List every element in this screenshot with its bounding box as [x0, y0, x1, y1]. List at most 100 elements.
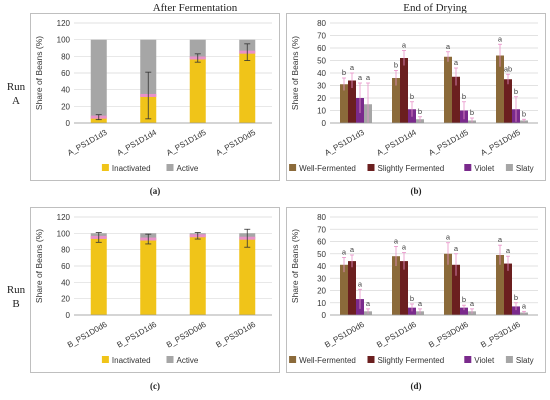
bar-slightly-fermented	[504, 263, 512, 315]
legend-label: Slightly Fermented	[378, 356, 445, 365]
significance-letter: a	[350, 245, 355, 254]
y-tick-label: 0	[322, 119, 327, 128]
significance-letter: a	[446, 42, 451, 51]
significance-letter: b	[410, 294, 414, 303]
legend-swatch	[166, 356, 174, 363]
significance-letter: a	[366, 299, 371, 308]
y-tick-label: 120	[57, 19, 71, 28]
run-a-word: Run	[6, 81, 26, 93]
significance-letter: a	[418, 299, 423, 308]
run-a-label: Run A	[4, 80, 28, 108]
y-tick-label: 80	[317, 213, 326, 222]
bar-active	[90, 39, 107, 118]
header-after-fermentation: After Fermentation	[152, 2, 238, 14]
significance-letter: a	[342, 247, 347, 256]
significance-letter: a	[498, 34, 503, 43]
significance-letter: a	[402, 243, 407, 252]
y-tick-label: 60	[61, 262, 70, 271]
bar-active	[140, 39, 157, 96]
significance-letter: b	[522, 109, 526, 118]
significance-letter: a	[522, 301, 527, 310]
legend-label: Active	[177, 356, 199, 365]
significance-letter: a	[366, 73, 371, 82]
y-axis-label: Share of Beans (%)	[34, 229, 44, 303]
y-tick-label: 30	[317, 82, 326, 91]
y-tick-label: 100	[57, 36, 71, 45]
y-axis-label: Share of Beans (%)	[290, 36, 300, 110]
y-tick-label: 20	[317, 94, 326, 103]
bar-inactivated	[239, 238, 256, 315]
bar-slightly-fermented	[400, 261, 408, 315]
bar-slightly-fermented	[348, 80, 356, 123]
significance-letter: b	[342, 68, 346, 77]
y-tick-label: 0	[322, 311, 327, 320]
run-b-letter: B	[12, 298, 20, 310]
significance-letter: b	[514, 87, 518, 96]
run-b-word: Run	[6, 284, 26, 296]
legend-label: Violet	[474, 356, 495, 365]
bar-inactivated	[140, 239, 157, 315]
bar-inactivated	[189, 58, 206, 123]
legend-label: Slaty	[516, 356, 534, 365]
y-tick-label: 100	[57, 229, 71, 238]
legend-label: Well-Fermented	[299, 164, 356, 173]
legend-swatch	[289, 164, 297, 171]
bar-inactivated	[189, 235, 206, 315]
significance-letter: a	[454, 58, 459, 67]
bar-well-fermented	[340, 264, 348, 315]
bar-slightly-fermented	[504, 79, 512, 123]
panel-letter-c: (c)	[150, 381, 160, 391]
significance-letter: a	[470, 299, 475, 308]
header-end-of-drying: End of Drying	[403, 2, 467, 14]
panel-letter-d: (d)	[410, 381, 422, 391]
legend-label: Well-Fermented	[299, 356, 356, 365]
bar-well-fermented	[340, 84, 348, 123]
significance-letter: b	[470, 108, 474, 117]
bar-inactivated	[239, 52, 256, 123]
bar-slightly-fermented	[348, 261, 356, 315]
bar-slightly-fermented	[452, 264, 460, 315]
legend-label: Active	[177, 164, 199, 173]
run-b-label: Run B	[4, 283, 28, 311]
run-a-letter: A	[12, 95, 20, 107]
significance-letter: b	[514, 293, 518, 302]
y-tick-label: 80	[317, 19, 326, 28]
bar-well-fermented	[496, 55, 504, 123]
bar-violet	[460, 307, 468, 315]
y-tick-label: 10	[317, 299, 326, 308]
significance-letter: b	[394, 61, 398, 70]
legend-swatch	[367, 164, 375, 171]
bar-violet	[512, 306, 520, 315]
y-tick-label: 20	[61, 102, 70, 111]
y-tick-label: 60	[317, 44, 326, 53]
bar-slightly-fermented	[452, 76, 460, 123]
bar-well-fermented	[444, 56, 452, 123]
y-tick-label: 0	[66, 311, 71, 320]
y-axis-label: Share of Beans (%)	[290, 229, 300, 303]
significance-letter: a	[358, 279, 363, 288]
y-tick-label: 20	[317, 287, 326, 296]
legend-swatch	[101, 164, 109, 171]
panel-letter-a: (a)	[149, 186, 161, 196]
significance-letter: a	[506, 246, 511, 255]
bar-well-fermented	[392, 78, 400, 123]
legend-swatch	[367, 356, 375, 363]
y-tick-label: 40	[317, 262, 326, 271]
significance-letter: a	[350, 63, 355, 72]
significance-letter: a	[402, 41, 407, 50]
panel-letter-b: (b)	[410, 186, 422, 196]
bar-violet	[408, 307, 416, 315]
legend-label: Slightly Fermented	[378, 164, 445, 173]
bar-active	[189, 39, 206, 58]
y-tick-label: 50	[317, 57, 326, 66]
legend-swatch	[505, 356, 513, 363]
y-tick-label: 80	[61, 52, 70, 61]
bar-slightly-fermented	[400, 58, 408, 123]
y-axis-label: Share of Beans (%)	[34, 36, 44, 110]
y-tick-label: 120	[57, 213, 71, 222]
y-tick-label: 10	[317, 107, 326, 116]
legend-swatch	[101, 356, 109, 363]
